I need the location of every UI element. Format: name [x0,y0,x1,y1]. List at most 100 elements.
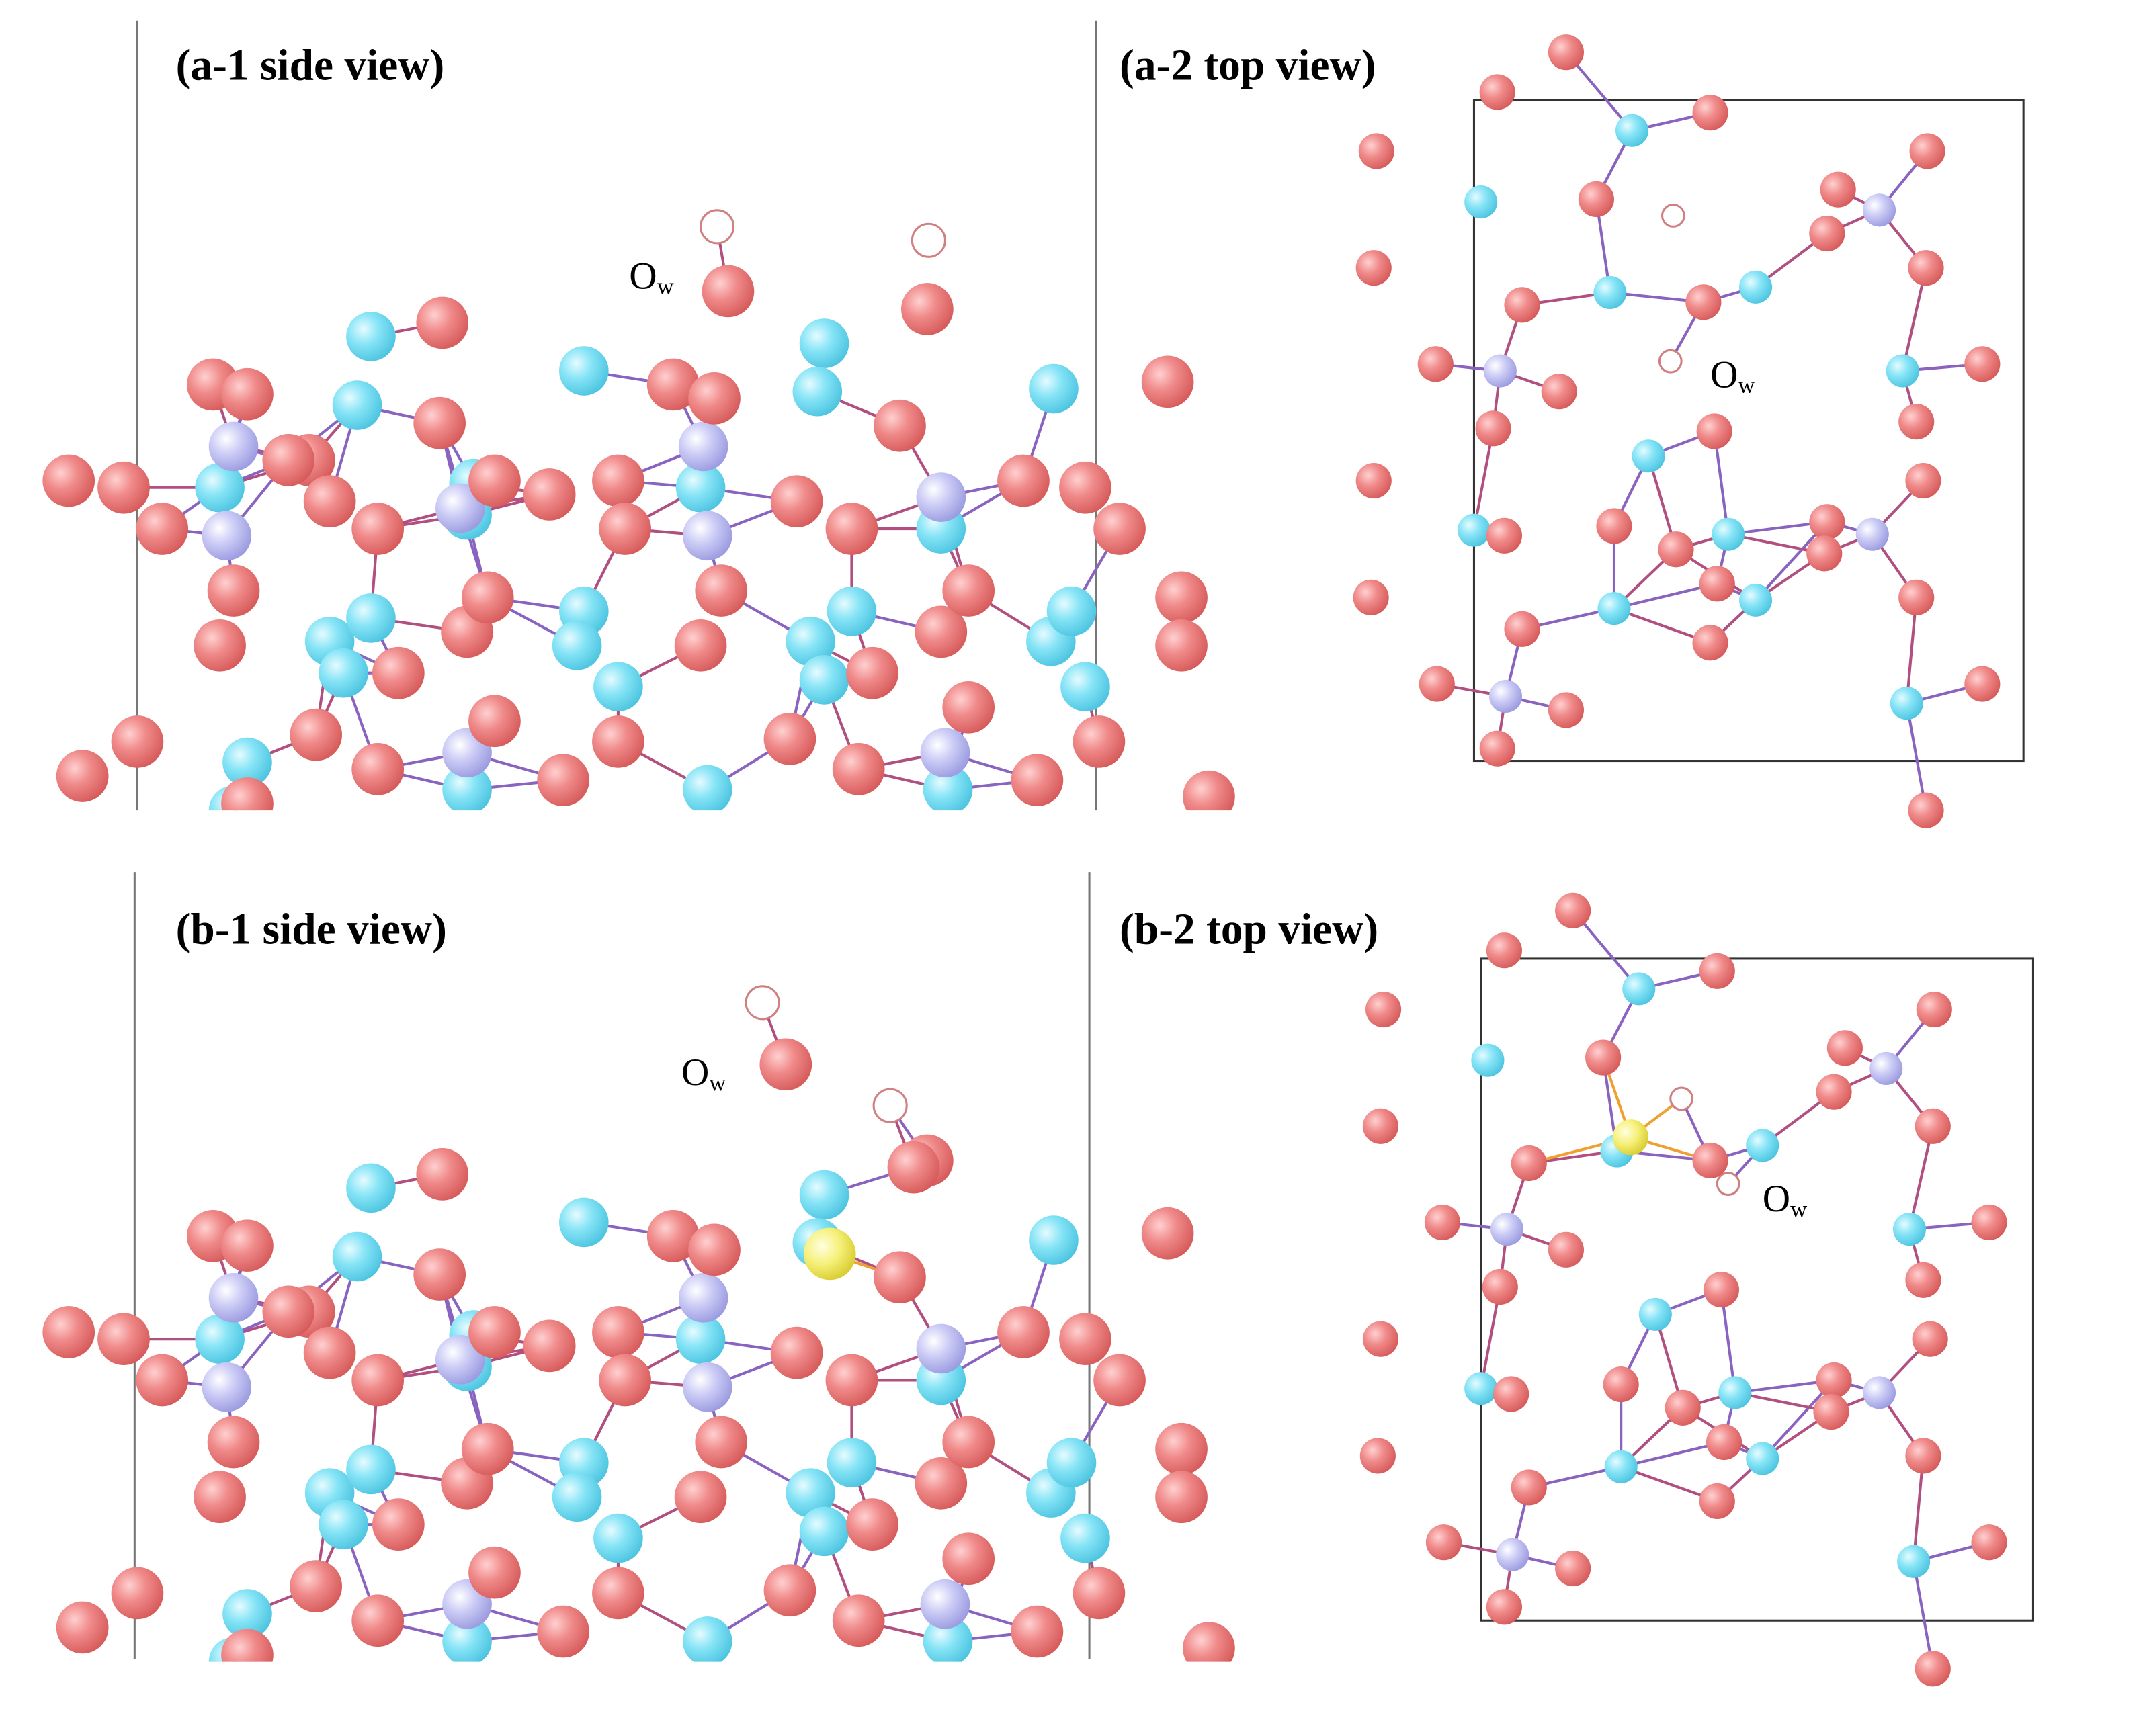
metal-atom [786,616,835,666]
label-subscript: w [1738,372,1755,398]
label-subscript: w [709,1070,726,1096]
metal-atom [1046,1438,1097,1487]
oxygen-atom [592,715,644,768]
oxygen-atom [1358,133,1394,169]
oxygen-atom [1905,1262,1941,1298]
oxygen-atom [221,367,274,421]
oxygen-atom [1816,1074,1852,1110]
metal-atom [682,511,732,561]
oxygen-atom [1359,1438,1396,1474]
label-subscript: w [657,273,674,300]
oxygen-atom [1696,413,1732,449]
oxygen-atom [372,646,425,699]
oxygen-atom [1141,355,1194,408]
oxygen-atom [56,750,109,802]
oxygen-atom [1486,1589,1523,1625]
oxygen-atom [1155,1422,1208,1475]
oxygen-atom [1548,34,1584,71]
metal-atom [346,593,396,643]
dopant-atom [1612,1119,1649,1156]
hydrogen-atom [911,222,946,258]
oxygen-atom [1486,932,1523,969]
oxygen-atom [523,468,576,521]
oxygen-atom [1905,1438,1941,1474]
metal-atom [442,1616,492,1662]
metal-atom [1890,687,1923,720]
metal-atom [202,511,252,561]
atom-label: Ow [681,1051,726,1096]
metal-atom [1496,1538,1529,1571]
metal-atom [675,1314,726,1364]
oxygen-atom [303,1326,356,1379]
oxygen-atom [1475,410,1511,447]
oxygen-atom [111,1567,164,1620]
metal-atom [1746,1129,1779,1162]
oxygen-atom [942,1532,995,1586]
oxygen-atom [1548,692,1584,728]
oxygen-atom [1578,181,1614,218]
oxygen-atom [1504,287,1540,323]
oxygen-atom [1548,1231,1584,1268]
oxygen-atom [1482,1268,1518,1305]
metal-atom [678,421,728,472]
metal-atom [916,1323,966,1374]
oxygen-atom [1908,792,1944,828]
metal-atom [799,1170,849,1220]
oxygen-atom [1964,346,2001,382]
dopant-atom [803,1227,856,1281]
metal-atom [442,765,492,811]
metal-atom [1593,275,1627,309]
hydrogen-atom [1661,204,1685,228]
oxygen-atom [592,1306,644,1358]
oxygen-atom [1912,1321,1948,1357]
oxygen-atom [416,1148,469,1201]
oxygen-atom [1493,1376,1529,1412]
oxygen-atom [1073,715,1126,768]
oxygen-atom [1692,95,1728,131]
oxygen-atom [1703,1272,1739,1308]
oxygen-atom [1809,504,1845,540]
oxygen-atom [1699,953,1735,989]
label-text: O [681,1051,709,1094]
oxygen-atom [1699,566,1735,602]
oxygen-atom [1964,666,2001,702]
metal-atom [682,1362,732,1412]
metal-atom [1738,583,1773,617]
oxygen-atom [111,715,164,768]
atom-label: Ow [1763,1178,1807,1222]
oxygen-atom [915,1457,968,1510]
oxygen-atom [351,503,405,555]
metal-atom [195,1314,245,1364]
oxygen-atom [351,1354,405,1407]
oxygen-atom [1355,462,1392,499]
oxygen-atom [1011,754,1064,807]
oxygen-atom [599,1354,651,1407]
metal-atom [1457,513,1490,547]
metal-atom [1886,354,1919,388]
oxygen-atom [846,1498,898,1551]
label-text: O [629,255,657,297]
hydrogen-atom [1658,349,1683,374]
metal-atom [222,1589,272,1639]
metal-atom [1060,1513,1110,1563]
oxygen-atom [1555,1550,1591,1587]
oxygen-atom [1093,503,1146,555]
oxygen-atom [1417,346,1454,382]
metal-atom [346,1163,396,1213]
oxygen-atom [1971,1524,2007,1561]
metal-atom [682,765,732,811]
oxygen-atom [695,564,748,617]
oxygen-atom [1692,1142,1728,1178]
metal-atom [346,1444,396,1495]
oxygen-atom [1816,1362,1852,1399]
oxygen-atom [207,1416,260,1469]
metal-atom [1892,1213,1927,1246]
oxygen-atom [97,461,150,514]
metal-atom [1738,270,1773,304]
metal-atom [332,380,382,430]
oxygen-atom [1093,1354,1146,1407]
oxygen-atom [942,1416,995,1469]
oxygen-atom [1699,1483,1735,1519]
oxygen-atom [1665,1389,1701,1426]
hydrogen-atom [1669,1086,1694,1111]
